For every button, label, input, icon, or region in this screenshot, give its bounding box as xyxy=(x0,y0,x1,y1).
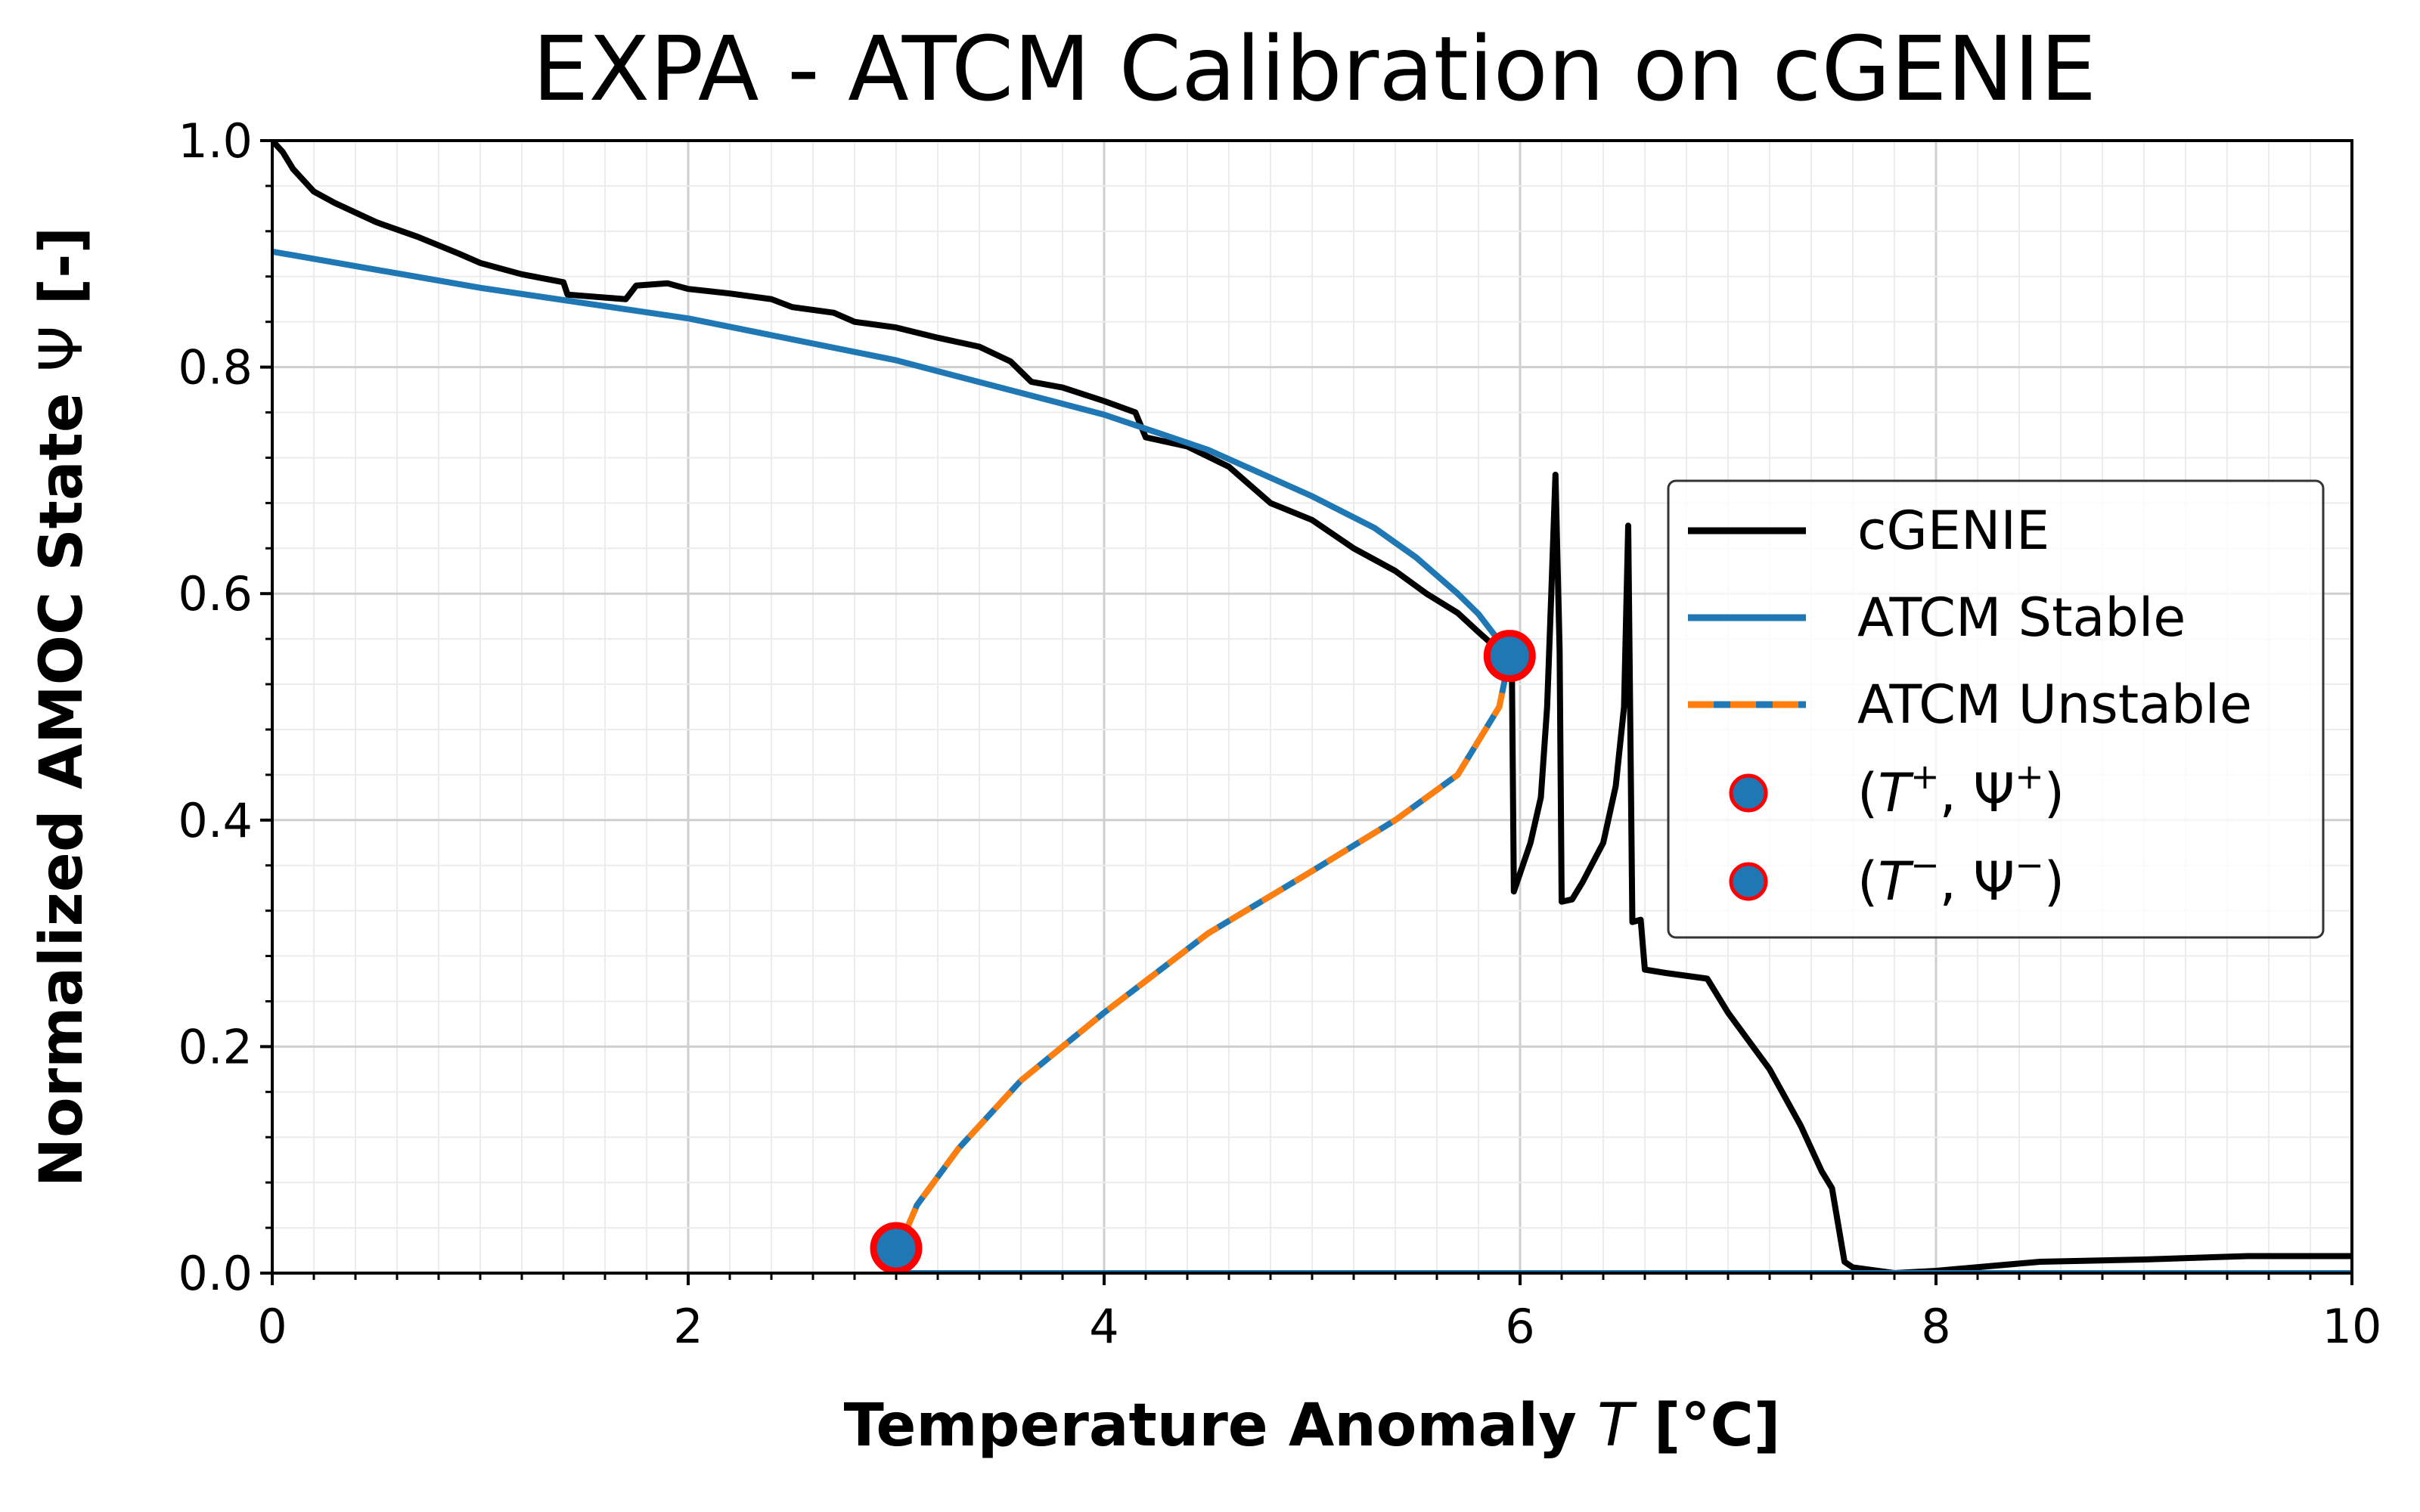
legend-marker-t-plus xyxy=(1729,773,1768,813)
x-tick-label: 4 xyxy=(1089,1299,1118,1354)
ticks: 0 2 4 6 8 10 0.0 0.2 0.4 0.6 0.8 1.0 xyxy=(178,113,2381,1354)
y-axis-label-unit: [-] xyxy=(28,227,96,305)
x-axis-label-symbol: T xyxy=(1597,1392,1637,1460)
legend: cGENIE ATCM Stable ATCM Unstable (T+, Ψ+… xyxy=(1667,479,2325,939)
bifurcation-point-4 xyxy=(870,1222,923,1275)
y-axis-label-symbol: Ψ xyxy=(28,326,96,372)
legend-label-t-minus: (T−, Ψ−) xyxy=(1857,844,2065,912)
series-line-cgenie xyxy=(272,141,2352,1273)
marker-layer xyxy=(870,630,1536,1275)
y-axis-label: Normalized AMOC State Ψ [-] xyxy=(28,227,96,1187)
series-layer xyxy=(272,141,2352,1273)
legend-label-t-plus: (T+, Ψ+) xyxy=(1857,756,2065,824)
bifurcation-point-3 xyxy=(1483,630,1536,683)
legend-marker-t-minus xyxy=(1729,862,1768,901)
x-tick-label: 0 xyxy=(257,1299,287,1354)
x-tick-label: 6 xyxy=(1505,1299,1534,1354)
y-tick-label: 0.4 xyxy=(178,793,253,848)
legend-label-cgenie: cGENIE xyxy=(1857,500,2049,562)
chart-title: EXPA - ATCM Calibration on cGENIE xyxy=(532,17,2096,121)
x-tick-label: 8 xyxy=(1921,1299,1950,1354)
y-tick-label: 0.8 xyxy=(178,340,253,395)
legend-box xyxy=(1667,479,2325,939)
x-axis-label: Temperature Anomaly T [°C] xyxy=(844,1392,1781,1460)
y-tick-label: 0.0 xyxy=(178,1246,253,1301)
x-axis-label-unit: [°C] xyxy=(1654,1392,1781,1460)
x-tick-label: 10 xyxy=(2322,1299,2382,1354)
y-tick-label: 1.0 xyxy=(178,113,253,169)
legend-label-atcm-unstable: ATCM Unstable xyxy=(1857,674,2252,736)
x-axis-label-text: Temperature Anomaly xyxy=(844,1392,1577,1460)
series-dash-atcm-unstable xyxy=(893,655,1513,1273)
x-tick-label: 2 xyxy=(673,1299,703,1354)
y-axis-label-text: Normalized AMOC State xyxy=(28,392,96,1187)
y-tick-label: 0.2 xyxy=(178,1019,253,1074)
y-tick-label: 0.6 xyxy=(178,566,253,621)
series-line-atcm-stable-0 xyxy=(272,248,1512,658)
legend-label-atcm-stable: ATCM Stable xyxy=(1857,587,2186,649)
grid xyxy=(271,139,2353,1275)
